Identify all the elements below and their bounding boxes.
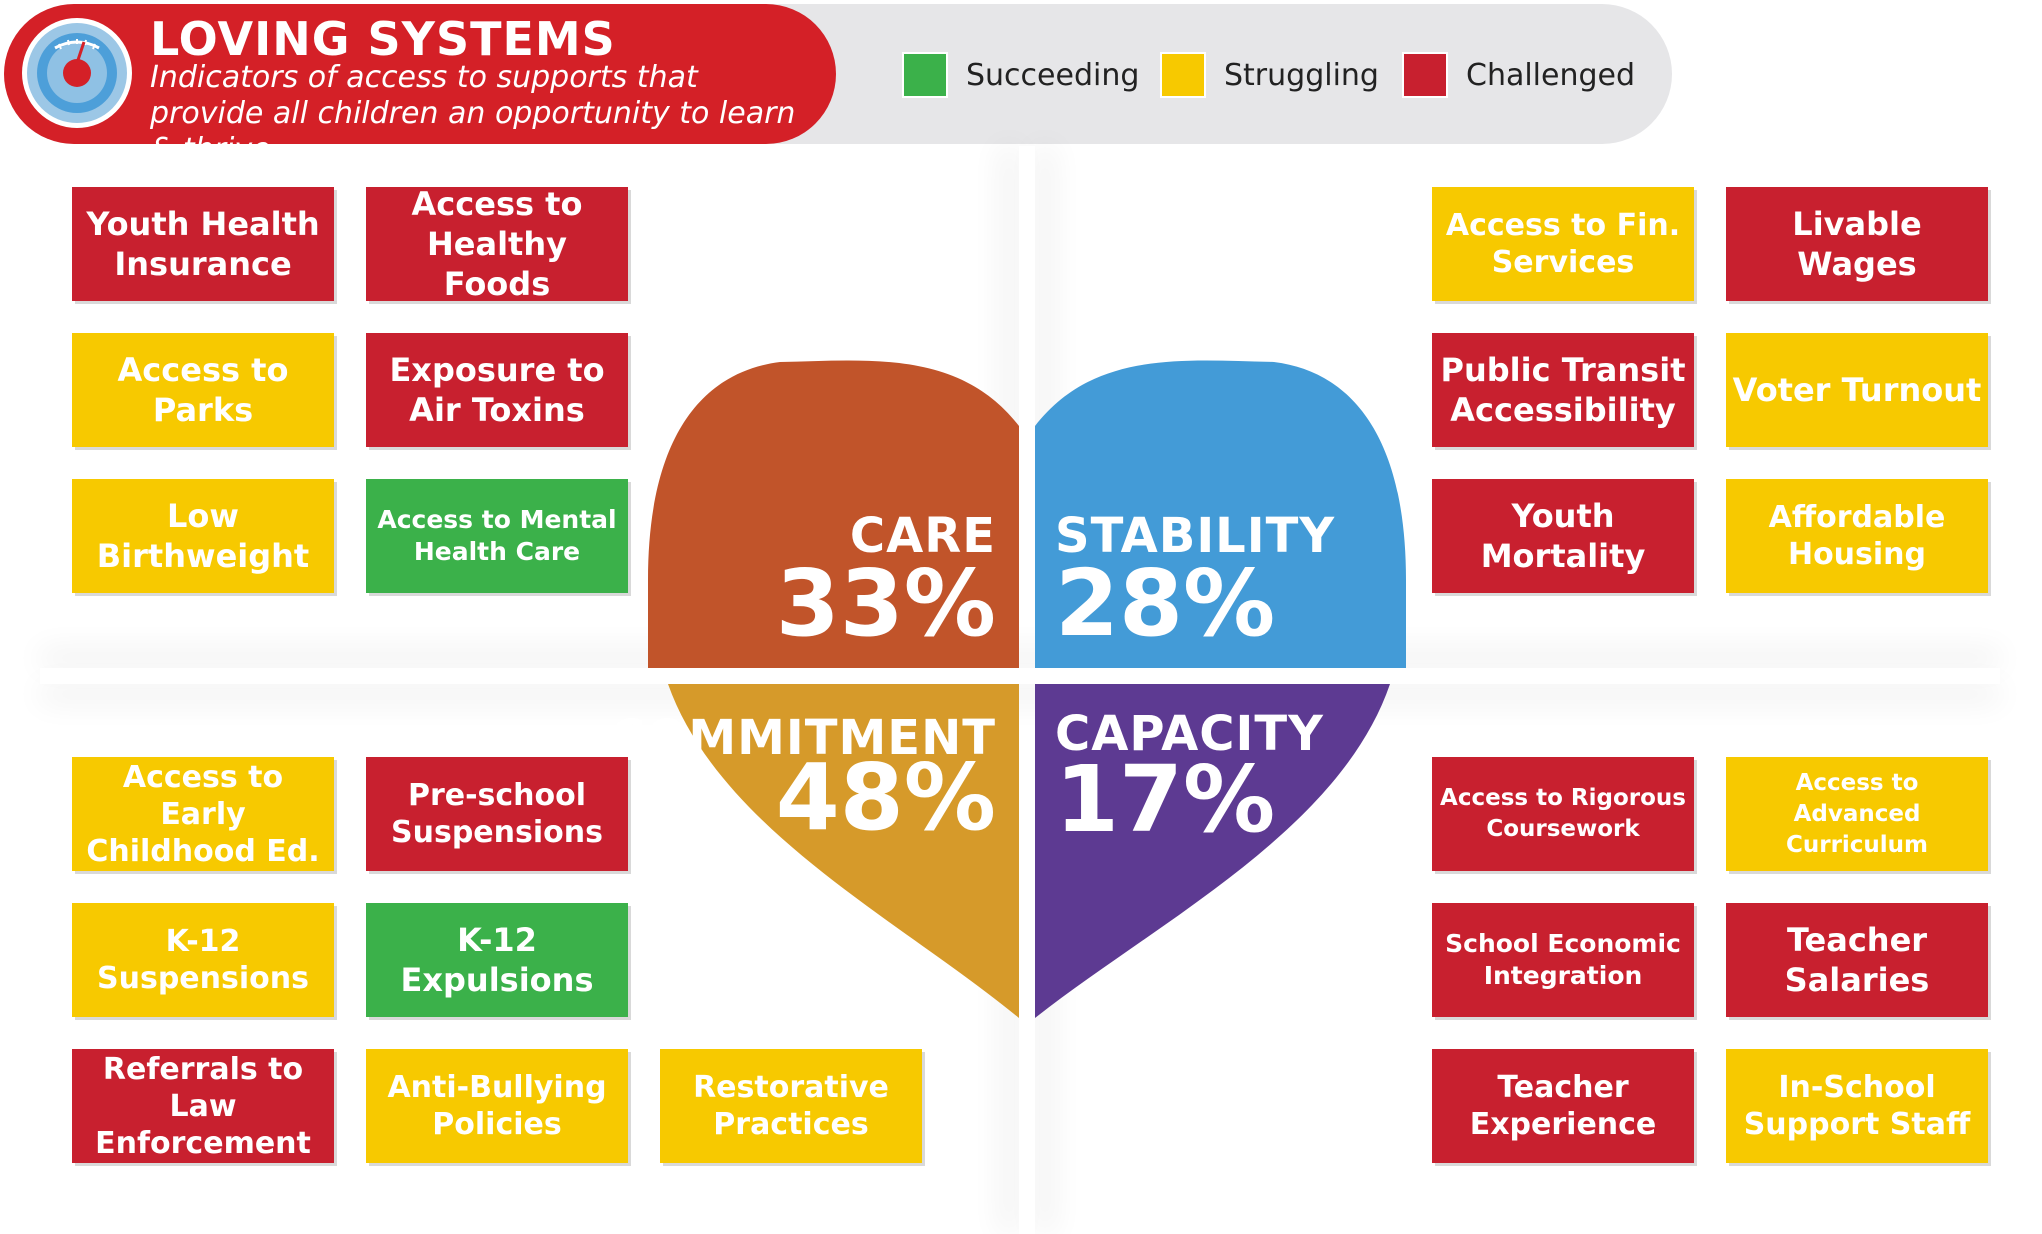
vertical-divider — [1019, 146, 1035, 1234]
indicator-label: Youth Mortality — [1480, 497, 1646, 575]
indicator-tile: K-12 Expulsions — [366, 903, 628, 1017]
indicator-tile: K-12 Suspensions — [72, 903, 334, 1017]
care-label: CARE — [849, 508, 996, 564]
indicator-tile: Referrals to Law Enforcement — [72, 1049, 334, 1163]
indicator-label: K-12 Suspensions — [97, 924, 309, 996]
indicator-tile: Access to Healthy Foods — [366, 185, 628, 303]
indicator-label: Teacher Experience — [1469, 1070, 1657, 1142]
indicator-tile: Affordable Housing — [1726, 479, 1988, 593]
indicator-label: Access to Advanced Curriculum — [1785, 769, 1929, 858]
scale-gauge-icon — [22, 18, 132, 128]
indicator-tile: Voter Turnout — [1726, 333, 1988, 447]
indicator-tile: Access to Rigorous Coursework — [1432, 757, 1694, 871]
indicator-tile: In-School Support Staff — [1726, 1049, 1988, 1163]
legend-label: Succeeding — [966, 58, 1140, 93]
indicator-label: Pre-school Suspensions — [391, 778, 603, 850]
indicator-label: Access to Early Childhood Ed. — [86, 759, 320, 869]
capacity-label: CAPACITY — [1055, 706, 1324, 762]
indicator-label: Anti-Bullying Policies — [387, 1070, 607, 1142]
stability-label: STABILITY — [1055, 508, 1336, 564]
indicator-tile: Anti-Bullying Policies — [366, 1049, 628, 1163]
indicator-tile: Pre-school Suspensions — [366, 757, 628, 871]
legend-swatch-red — [1402, 52, 1448, 98]
indicator-label: Teacher Salaries — [1784, 921, 1930, 999]
indicator-label: K-12 Expulsions — [400, 921, 594, 999]
indicator-label: Exposure to Air Toxins — [389, 351, 605, 429]
indicator-label: Access to Mental Health Care — [377, 505, 617, 566]
indicator-tile: Access to Fin. Services — [1432, 187, 1694, 301]
indicator-label: Referrals to Law Enforcement — [95, 1051, 311, 1161]
indicator-label: Voter Turnout — [1732, 371, 1982, 409]
legend-swatch-green — [902, 52, 948, 98]
capacity-percent: 17% — [1055, 746, 1276, 853]
stability-percent: 28% — [1055, 550, 1276, 657]
commitment-quadrant — [668, 684, 1019, 1018]
indicator-tile: Teacher Salaries — [1726, 903, 1988, 1017]
capacity-quadrant — [1035, 684, 1390, 1018]
indicator-label: Livable Wages — [1792, 205, 1922, 283]
indicator-label: Affordable Housing — [1768, 500, 1946, 572]
page-subtitle: Indicators of access to supports that pr… — [150, 60, 796, 167]
indicator-tile: Youth Health Insurance — [72, 187, 334, 301]
legend-swatch-yellow — [1160, 52, 1206, 98]
commitment-label: COMMITMENT — [610, 710, 996, 766]
indicator-label: In-School Support Staff — [1743, 1070, 1971, 1142]
indicator-tile: Exposure to Air Toxins — [366, 333, 628, 447]
commitment-percent: 48% — [775, 744, 996, 851]
care-percent: 33% — [775, 550, 996, 657]
indicator-tile: Access to Advanced Curriculum — [1726, 757, 1988, 871]
indicator-tile: Public Transit Accessibility — [1432, 333, 1694, 447]
indicator-label: Access to Parks — [117, 351, 289, 429]
horizontal-divider — [40, 668, 2000, 684]
legend-label: Struggling — [1224, 58, 1379, 93]
indicator-tile: Access to Parks — [72, 333, 334, 447]
indicator-label: Access to Fin. Services — [1445, 208, 1681, 280]
indicator-label: Access to Healthy Foods — [411, 185, 583, 303]
title-banner — [4, 4, 836, 144]
indicator-tile: Teacher Experience — [1432, 1049, 1694, 1163]
indicator-tile: School Economic Integration — [1432, 903, 1694, 1017]
legend-label: Challenged — [1466, 58, 1636, 93]
indicator-tile: Livable Wages — [1726, 187, 1988, 301]
indicator-tile: Low Birthweight — [72, 479, 334, 593]
indicator-tile: Access to Early Childhood Ed. — [72, 757, 334, 871]
care-quadrant — [648, 360, 1019, 668]
indicator-label: Restorative Practices — [693, 1070, 889, 1142]
page-title: LOVING SYSTEMS — [150, 12, 616, 66]
stability-quadrant — [1035, 360, 1406, 668]
indicator-tile: Access to Mental Health Care — [366, 479, 628, 593]
indicator-label: Low Birthweight — [96, 497, 310, 575]
indicator-tile: Youth Mortality — [1432, 479, 1694, 593]
indicator-label: Access to Rigorous Coursework — [1440, 785, 1686, 842]
indicator-label: School Economic Integration — [1445, 929, 1681, 990]
indicator-label: Youth Health Insurance — [86, 205, 320, 283]
indicator-tile: Restorative Practices — [660, 1049, 922, 1163]
indicator-label: Public Transit Accessibility — [1440, 351, 1686, 429]
